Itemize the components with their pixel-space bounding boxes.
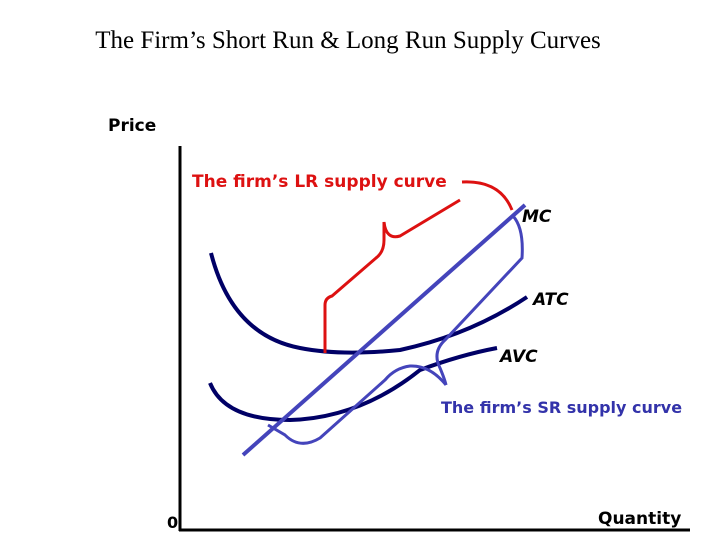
lr-supply-label: The firm’s LR supply curve xyxy=(192,172,447,192)
atc-label: ATC xyxy=(531,290,569,310)
avc-label: AVC xyxy=(498,347,538,367)
mc-label: MC xyxy=(522,207,552,227)
mc-curve xyxy=(241,203,527,457)
sr-bracket xyxy=(267,214,524,445)
atc-curve xyxy=(209,252,529,355)
y-axis-label: Price xyxy=(108,116,156,136)
origin-label: 0 xyxy=(167,513,178,532)
x-axis-label: Quantity xyxy=(598,509,681,529)
sr-supply-label: The firm’s SR supply curve xyxy=(441,398,682,417)
lr-bracket xyxy=(323,180,514,353)
title: The Firm’s Short Run & Long Run Supply C… xyxy=(95,27,601,54)
